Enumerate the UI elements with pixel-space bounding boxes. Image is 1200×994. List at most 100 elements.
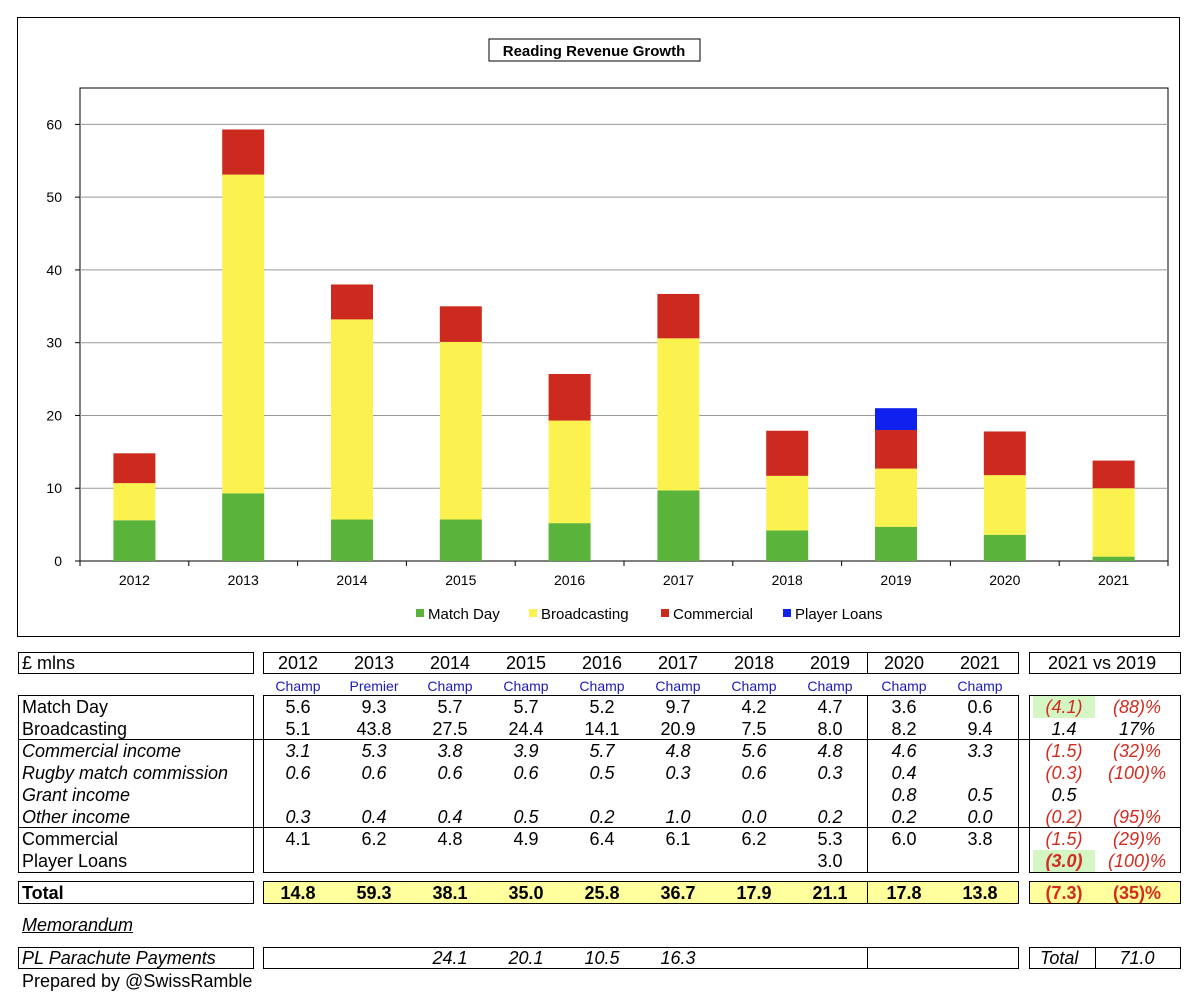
total-value: 38.1 — [432, 883, 468, 903]
compare-diff: (0.3) — [1045, 763, 1083, 783]
chart-title: Reading Revenue Growth — [503, 43, 686, 60]
footer-credit: Prepared by @SwissRamble — [22, 971, 253, 991]
y-tick-label: 0 — [54, 553, 62, 569]
divider-line — [867, 695, 868, 873]
row-value: 24.4 — [508, 719, 544, 739]
compare-box — [1029, 695, 1181, 873]
row-value: 5.3 — [361, 741, 387, 761]
compare-diff: (0.2) — [1045, 807, 1083, 827]
row-value: 0.0 — [741, 807, 767, 827]
compare-diff: 1.4 — [1051, 719, 1077, 739]
row-value: 5.7 — [437, 697, 463, 717]
bar-segment-broadcasting — [1092, 488, 1135, 557]
row-value: 4.6 — [891, 741, 917, 761]
row-value: 5.1 — [285, 719, 311, 739]
parachute-total-box — [1029, 947, 1181, 969]
total-value: 14.8 — [280, 883, 316, 903]
row-value: 5.6 — [285, 697, 311, 717]
division-label: Champ — [655, 678, 701, 694]
row-value: 0.4 — [361, 807, 387, 827]
compare-diff: (3.0) — [1033, 850, 1095, 872]
y-tick-label: 30 — [46, 335, 62, 351]
bar-segment-broadcasting — [875, 468, 917, 527]
total-value: 21.1 — [812, 883, 848, 903]
legend-label: Broadcasting — [541, 606, 629, 623]
row-value: 0.2 — [891, 807, 917, 827]
row-value: 9.4 — [967, 719, 993, 739]
parachute-value: 20.1 — [508, 948, 544, 968]
compare-diff: (4.1) — [1033, 696, 1095, 718]
row-label: Broadcasting — [22, 719, 128, 739]
bar-segment-commercial — [113, 453, 156, 484]
row-rule — [18, 739, 1181, 740]
row-value: 20.9 — [660, 719, 696, 739]
total-value: 13.8 — [962, 883, 998, 903]
row-label: Commercial — [22, 829, 119, 849]
bar-segment-broadcasting — [548, 420, 591, 524]
row-value: 0.6 — [741, 763, 767, 783]
chart-frame: 0 10 20 30 40 50 60 2012 2013 2014 2015 2016 2017 201… — [17, 17, 1180, 637]
row-value: 4.1 — [285, 829, 311, 849]
legend-swatch — [783, 609, 791, 617]
legend-swatch — [529, 609, 537, 617]
division-label: Champ — [427, 678, 473, 694]
row-value: 14.1 — [584, 719, 620, 739]
total-compare-box — [1029, 881, 1181, 904]
compare-pct: (95)% — [1112, 807, 1161, 827]
compare-diff: (1.5) — [1045, 741, 1083, 761]
unit-label-box — [18, 652, 254, 674]
divider-line — [867, 652, 868, 674]
x-tick-label: 2012 — [119, 572, 150, 588]
compare-pct: (100)% — [1107, 851, 1167, 871]
bar-segment-commercial — [548, 373, 591, 421]
division-label: Champ — [807, 678, 853, 694]
parachute-value: 10.5 — [584, 948, 620, 968]
unit-label: £ mlns — [22, 653, 76, 673]
bar-segment-match-day — [875, 526, 917, 561]
x-tick-label: 2014 — [336, 572, 367, 588]
x-tick-label: 2017 — [663, 572, 694, 588]
compare-diff: 0.5 — [1051, 785, 1077, 805]
row-value: 4.8 — [817, 741, 843, 761]
row-value: 0.5 — [967, 785, 993, 805]
bar-segment-commercial — [439, 306, 482, 342]
compare-pct: 17% — [1118, 719, 1156, 739]
y-tick-label: 60 — [46, 116, 62, 132]
row-value: 0.3 — [285, 807, 311, 827]
parachute-label: PL Parachute Payments — [22, 948, 216, 968]
row-value: 27.5 — [432, 719, 468, 739]
row-value: 3.8 — [967, 829, 993, 849]
parachute-values-box — [263, 947, 1019, 969]
total-value: 17.8 — [886, 883, 922, 903]
total-value: 36.7 — [660, 883, 696, 903]
row-value: 7.5 — [741, 719, 767, 739]
row-label: Player Loans — [22, 851, 128, 871]
row-value: 0.8 — [891, 785, 917, 805]
row-value: 8.2 — [891, 719, 917, 739]
row-value: 4.8 — [665, 741, 691, 761]
division-label: Champ — [579, 678, 625, 694]
row-value: 0.6 — [437, 763, 463, 783]
year-header: 2021 — [959, 653, 1001, 673]
total-value: 17.9 — [736, 883, 772, 903]
bar-segment-match-day — [439, 519, 482, 561]
total-pct: (35)% — [1112, 883, 1161, 903]
total-value: 35.0 — [508, 883, 544, 903]
bar-segment-match-day — [548, 523, 591, 561]
y-tick-label: 20 — [46, 407, 62, 423]
row-value: 0.2 — [817, 807, 843, 827]
bar-segment-commercial — [222, 129, 265, 175]
x-tick-label: 2018 — [772, 572, 803, 588]
x-tick-label: 2016 — [554, 572, 585, 588]
year-header-box — [263, 652, 1019, 674]
row-value: 0.4 — [437, 807, 463, 827]
row-value: 6.2 — [361, 829, 387, 849]
bar-segment-commercial — [657, 293, 700, 339]
divider-line — [1095, 947, 1096, 969]
divider-line — [867, 947, 868, 969]
bar-segment-broadcasting — [331, 319, 373, 520]
total-value: 59.3 — [356, 883, 392, 903]
row-value: 3.1 — [285, 741, 311, 761]
division-label: Premier — [349, 678, 399, 694]
bar-segment-match-day — [983, 534, 1026, 561]
